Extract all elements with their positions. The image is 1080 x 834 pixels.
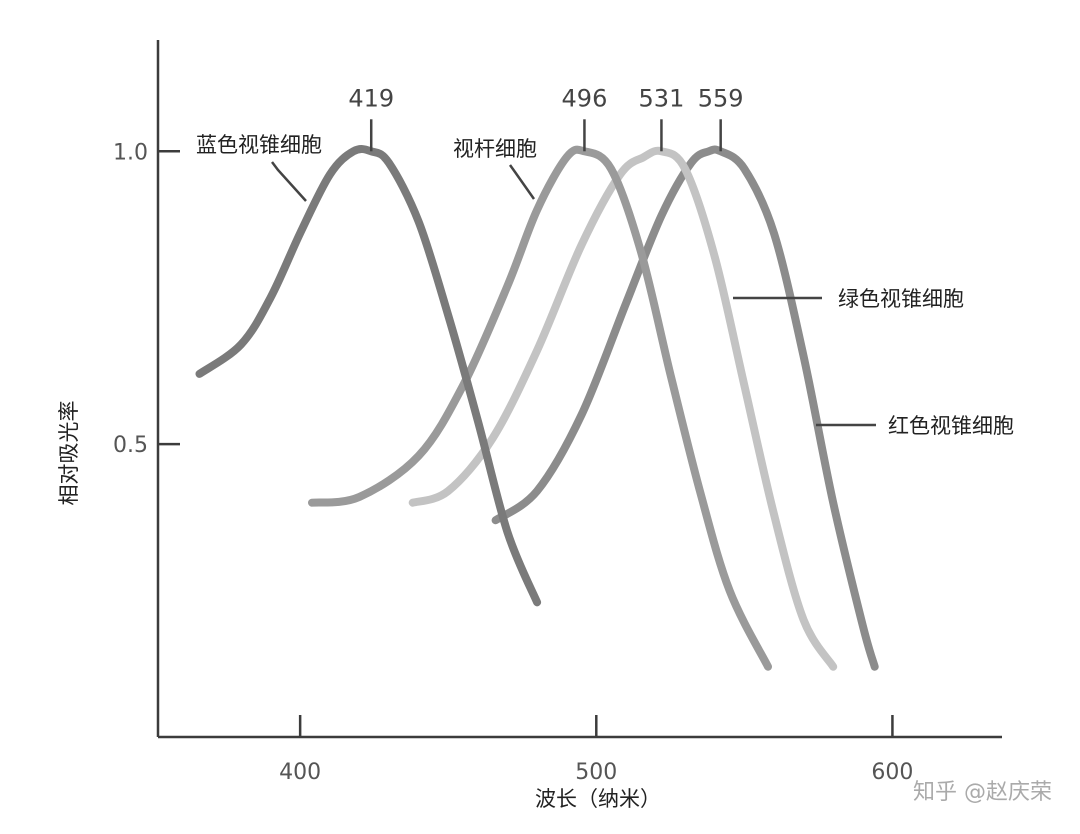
blue-cone-leader [271,161,307,202]
rod-leader [508,164,536,200]
red-cone-label: 红色视锥细胞 [888,414,1014,438]
y-axis-title: 相对吸光率 [57,401,81,506]
blue-cone-curve [195,145,542,607]
blue-cone-peak-label: 419 [348,84,394,112]
rod-label: 视杆细胞 [453,137,537,161]
red-cone-curve [491,145,879,671]
green-cone-peak-label: 531 [639,84,685,112]
rod-curve [308,145,772,671]
blue-cone-label: 蓝色视锥细胞 [196,133,322,157]
rod-peak-label: 496 [562,84,608,112]
x-tick-label: 400 [279,760,321,785]
x-tick-label: 500 [575,760,617,785]
y-tick-label: 1.0 [113,140,148,165]
green-cone-label: 绿色视锥细胞 [838,287,964,311]
green-cone-curve [408,146,838,671]
y-tick-label: 0.5 [113,433,148,458]
watermark: 知乎 @赵庆荣 [913,780,1052,805]
x-axis-title: 波长（纳米） [535,787,661,811]
curves-layer [195,145,879,671]
x-tick-label: 600 [871,760,913,785]
red-cone-peak-label: 559 [698,84,744,112]
axes-layer: 400 500 600 0.5 1.0 [113,40,1002,785]
